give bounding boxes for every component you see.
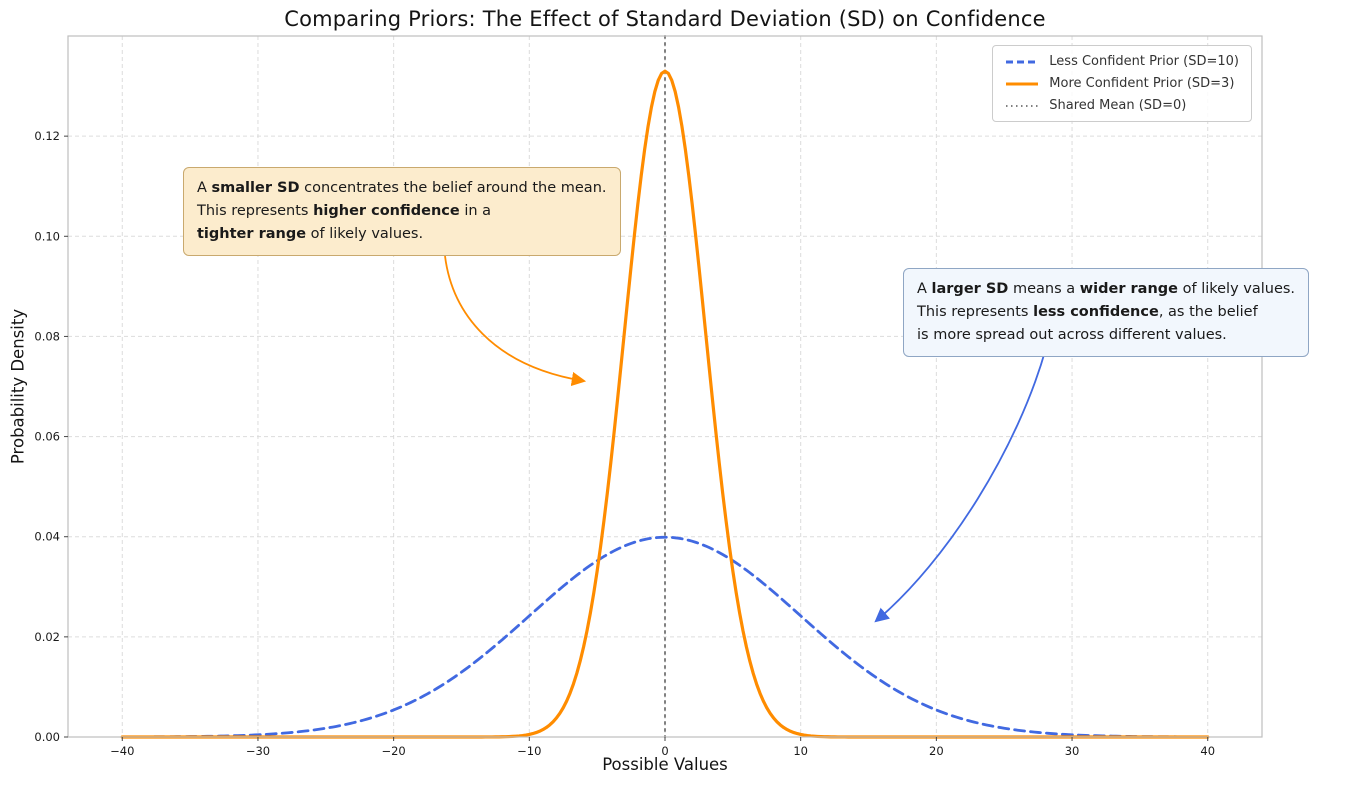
series-curve-10 bbox=[120, 535, 1210, 739]
legend-line-sample-solid bbox=[1006, 82, 1039, 85]
x-tick-label: −40 bbox=[110, 744, 134, 758]
legend-item: Less Confident Prior (SD=10) bbox=[1005, 54, 1239, 69]
legend-item-label: Less Confident Prior (SD=10) bbox=[1049, 54, 1239, 69]
annotation-line: tighter range of likely values. bbox=[197, 225, 424, 242]
x-axis-label: Possible Values bbox=[602, 755, 728, 774]
y-tick-label: 0.12 bbox=[34, 129, 60, 143]
legend-item: Shared Mean (SD=0) bbox=[1005, 98, 1239, 113]
x-tick-label: 0 bbox=[661, 744, 668, 758]
y-tick-label: 0.06 bbox=[34, 430, 60, 444]
chart-title: Comparing Priors: The Effect of Standard… bbox=[284, 7, 1046, 31]
y-tick-label: 0.08 bbox=[34, 329, 60, 343]
x-tick-label: 10 bbox=[793, 744, 808, 758]
legend-item-label: Shared Mean (SD=0) bbox=[1049, 98, 1187, 113]
x-tick-label: −30 bbox=[246, 744, 270, 758]
y-tick-label: 0.10 bbox=[34, 229, 60, 243]
annotation-line: is more spread out across different valu… bbox=[917, 326, 1227, 343]
annotation-larger-sd: A larger SD means a wider range of likel… bbox=[903, 268, 1310, 357]
x-tick-label: −10 bbox=[517, 744, 541, 758]
annotation-line: A larger SD means a wider range of likel… bbox=[917, 281, 1296, 297]
y-tick-label: 0.02 bbox=[34, 630, 60, 644]
legend: Less Confident Prior (SD=10) More Confide… bbox=[992, 45, 1252, 122]
larger-sd-arrow bbox=[874, 347, 1047, 623]
annotation-line: A smaller SD concentrates the belief aro… bbox=[197, 180, 607, 196]
x-tick-label: 40 bbox=[1200, 744, 1215, 758]
legend-item-label: More Confident Prior (SD=3) bbox=[1049, 76, 1235, 91]
legend-line-sample-dashed bbox=[1006, 60, 1039, 63]
y-tick-label: 0.04 bbox=[34, 530, 60, 544]
annotation-line: This represents less confidence, as the … bbox=[917, 303, 1258, 320]
x-tick-label: −20 bbox=[381, 744, 405, 758]
x-tick-label: 20 bbox=[929, 744, 944, 758]
y-axis-label: Probability Density bbox=[8, 308, 28, 465]
legend-line-sample-dotted bbox=[1006, 104, 1039, 107]
annotation-smaller-sd: A smaller SD concentrates the belief aro… bbox=[183, 167, 621, 256]
smaller-sd-arrow bbox=[444, 255, 587, 387]
y-tick-label: 0.00 bbox=[34, 730, 60, 744]
annotation-line: This represents higher confidence in a bbox=[197, 202, 492, 219]
legend-item: More Confident Prior (SD=3) bbox=[1005, 76, 1239, 91]
x-tick-label: 30 bbox=[1065, 744, 1080, 758]
